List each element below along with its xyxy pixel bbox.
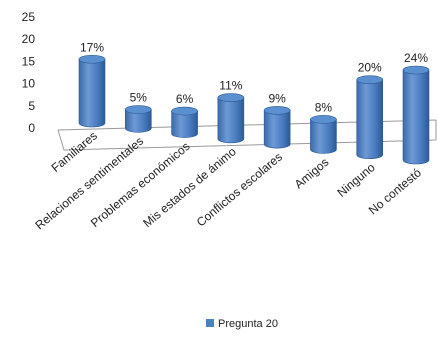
x-tick-label-mis-estados-de-animo: Mis estados de ánimo <box>140 144 239 230</box>
bar-top-ninguno <box>356 75 384 85</box>
legend-label-pregunta-20: Pregunta 20 <box>218 318 278 330</box>
bar-body-ninguno <box>356 79 384 160</box>
x-tick-label-conflictos-escolares: Conflictos escolares <box>194 150 285 230</box>
bar-familiares <box>78 54 106 128</box>
data-label-familiares: 17% <box>80 40 104 54</box>
bar-top-amigos <box>310 115 337 124</box>
data-label-ninguno: 20% <box>358 61 382 75</box>
y-tick-label: 20 <box>22 32 36 46</box>
data-label-relaciones-sentimentales: 5% <box>130 91 148 105</box>
axis-layer: 0 5 10 15 20 25 <box>22 10 437 151</box>
bar-top-relaciones-sentimentales <box>124 105 152 114</box>
y-tick-label: 0 <box>28 121 35 135</box>
y-tick-label: 25 <box>22 10 36 24</box>
bar-top-no-contesto <box>402 65 430 75</box>
data-label-amigos: 8% <box>315 100 333 114</box>
legend: Pregunta 20 <box>206 318 278 330</box>
y-tick-label: 15 <box>22 54 36 68</box>
bar-relaciones-sentimentales <box>124 105 152 133</box>
data-label-problemas-economicos: 6% <box>176 92 194 106</box>
bar-amigos <box>310 115 337 154</box>
bar-mis-estados-de-animo <box>217 93 245 144</box>
data-label-no-contesto: 24% <box>404 51 428 65</box>
bar-problemas-economicos <box>171 106 198 138</box>
y-tick-label: 5 <box>28 99 35 113</box>
bar-top-mis-estados-de-animo <box>217 93 245 102</box>
bar-body-relaciones-sentimentales <box>124 109 152 133</box>
bar-top-familiares <box>78 54 106 64</box>
x-tick-label-ninguno: Ninguno <box>334 160 377 200</box>
bar-body-amigos <box>310 119 337 154</box>
bar-body-familiares <box>78 58 106 128</box>
bars-layer <box>78 54 430 165</box>
bar-body-problemas-economicos <box>171 110 198 138</box>
bar-no-contesto <box>402 65 430 165</box>
bar-body-no-contesto <box>402 69 430 165</box>
x-tick-label-amigos: Amigos <box>292 155 332 191</box>
y-tick-label: 10 <box>22 77 36 91</box>
x-tick-label-problemas-economicos: Problemas económicos <box>88 139 193 230</box>
bar-top-conflictos-escolares <box>263 106 291 115</box>
data-label-conflictos-escolares: 9% <box>268 91 286 105</box>
data-label-mis-estados-de-animo: 11% <box>219 79 242 93</box>
bar-body-mis-estados-de-animo <box>217 97 245 144</box>
legend-swatch-pregunta-20 <box>206 319 214 327</box>
bar-ninguno <box>356 75 384 160</box>
bar-top-problemas-economicos <box>171 106 198 116</box>
bar-conflictos-escolares <box>263 106 291 149</box>
bar-body-conflictos-escolares <box>263 110 291 149</box>
x-tick-label-familiares: Familiares <box>49 129 100 175</box>
